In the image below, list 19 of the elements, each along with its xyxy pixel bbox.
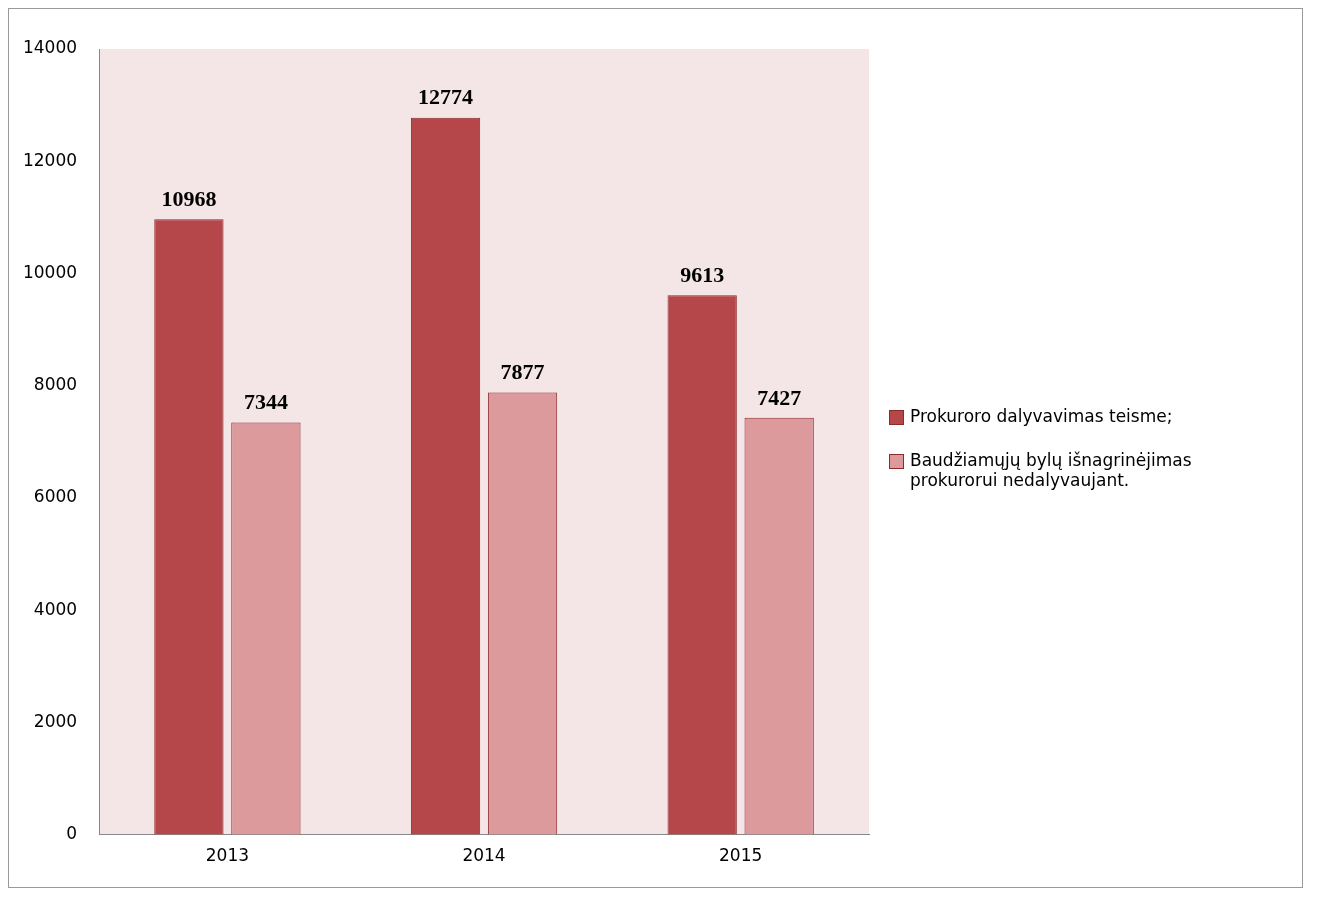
data-label: 9613 bbox=[680, 261, 725, 287]
y-tick-label: 2000 bbox=[33, 710, 78, 731]
x-tick-label: 2013 bbox=[205, 845, 250, 866]
x-tick-label: 2015 bbox=[719, 845, 763, 866]
y-tick-label: 8000 bbox=[33, 374, 78, 395]
y-tick-label: 10000 bbox=[22, 261, 78, 282]
data-label: 7427 bbox=[757, 384, 802, 410]
y-tick-label: 0 bbox=[66, 823, 78, 844]
x-tick-label: 2014 bbox=[462, 845, 506, 866]
y-tick-label: 12000 bbox=[22, 149, 78, 170]
legend-label: Baudžiamųjų bylų išnagrinėjimas prokurorui nedalyvaujant. bbox=[910, 450, 1193, 490]
y-tick-label: 4000 bbox=[33, 598, 78, 619]
y-tick-label: 6000 bbox=[33, 486, 78, 507]
legend-label: Prokuroro dalyvavimas teisme; bbox=[910, 406, 1173, 426]
data-label: 10968 bbox=[161, 185, 217, 211]
data-label: 12774 bbox=[418, 84, 474, 110]
y-tick-label: 14000 bbox=[22, 37, 78, 58]
data-label: 7877 bbox=[500, 359, 545, 385]
data-label: 7344 bbox=[243, 389, 288, 415]
